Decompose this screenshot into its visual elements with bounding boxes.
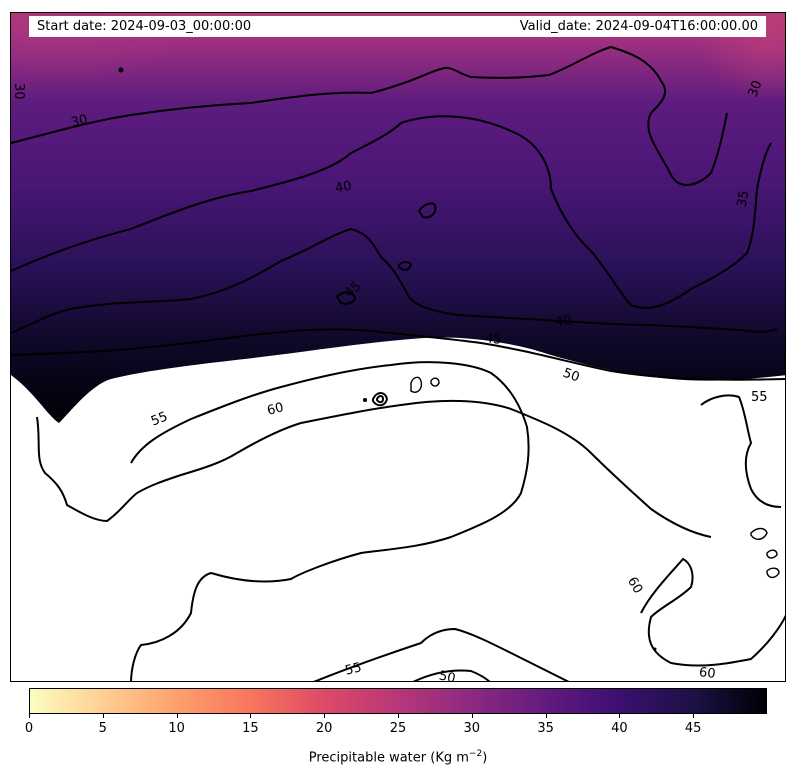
dry-region-highlight-left xyxy=(11,13,411,213)
start-date-label: Start date: 2024-09-03_00:00:00 xyxy=(37,19,252,34)
contour-50-south xyxy=(412,669,491,681)
colorbar-title-end: ) xyxy=(482,750,488,766)
colorbar-tick xyxy=(29,714,30,718)
colorbar-tick xyxy=(176,714,178,718)
contour-55 xyxy=(36,399,712,538)
colorbar-tick xyxy=(693,714,695,718)
contour-label: 30 xyxy=(70,112,90,131)
contour-40-island-1 xyxy=(417,202,437,219)
colorbar-tick-label: 25 xyxy=(389,721,407,736)
contour-label: 55 xyxy=(149,409,170,429)
small-islands xyxy=(410,376,780,579)
colorbar-tick xyxy=(398,714,399,718)
colorbar-tick-label: 30 xyxy=(463,721,481,736)
contour-label: 60 xyxy=(266,400,286,419)
contour-45-loop xyxy=(335,291,357,305)
contour-60 xyxy=(130,361,530,681)
dry-region-highlight-right xyxy=(571,13,785,233)
colorbar-tick xyxy=(250,714,252,718)
contour-label: 30 xyxy=(746,79,766,100)
contour-label: 60 xyxy=(624,575,645,597)
contour-label: 40 xyxy=(334,179,353,197)
colorbar-tick xyxy=(619,714,621,718)
contour-lines xyxy=(11,45,785,681)
colorbar-tick-label: 10 xyxy=(168,721,185,736)
contour-40-island-2 xyxy=(398,261,413,271)
contour-label: 50 xyxy=(561,366,582,386)
contour-label: 55 xyxy=(344,660,364,679)
colorbar-tick xyxy=(102,714,104,718)
contour-label: 60 xyxy=(698,665,716,682)
contour-label: 35 xyxy=(735,189,753,208)
colorbar-title: Precipitable water (Kg m−2) xyxy=(309,749,488,765)
colorbar-tick-label: 15 xyxy=(242,721,259,736)
contour-40 xyxy=(11,227,778,334)
colorbar-tick xyxy=(324,714,326,718)
precipitable-water-map: 30 30 30 35 40 40 45 45 50 55 55 60 60 5… xyxy=(11,13,785,682)
colorbar-tick-label: 0 xyxy=(24,721,34,736)
colorbar-tick xyxy=(471,714,473,718)
contour-label: 40 xyxy=(554,313,572,330)
contour-label: 30 xyxy=(11,83,26,100)
contour-30-east xyxy=(647,112,728,186)
coast-specks xyxy=(118,67,657,651)
contour-label: 55 xyxy=(751,390,768,405)
contour-east-coast xyxy=(700,394,782,508)
colorbar-title-text: Precipitable water (Kg m xyxy=(308,750,469,766)
colorbar-tick-label: 40 xyxy=(611,721,628,736)
colorbar-tick-label: 5 xyxy=(98,721,107,736)
colorbar-title-sup: −2 xyxy=(468,749,483,759)
contour-label: 45 xyxy=(484,331,502,348)
contour-30-west xyxy=(11,45,667,144)
contour-60-south xyxy=(640,557,785,667)
colorbar xyxy=(29,688,767,714)
colorbar-tick-label: 45 xyxy=(684,721,702,736)
contour-45 xyxy=(11,328,785,381)
map-panel: 30 30 30 35 40 40 45 45 50 55 55 60 60 5… xyxy=(10,12,786,682)
contour-60-loop xyxy=(372,392,389,407)
contour-35 xyxy=(11,115,772,309)
colorbar-tick-label: 35 xyxy=(537,721,554,736)
colorbar-tick xyxy=(545,714,547,718)
contour-60-loop-inner xyxy=(376,395,385,404)
date-header: Start date: 2024-09-03_00:00:00 Valid_da… xyxy=(29,16,766,37)
contour-label: 50 xyxy=(438,668,457,682)
valid-date-label: Valid_date: 2024-09-04T16:00:00.00 xyxy=(519,19,758,34)
contour-label-group: 30 30 30 35 40 40 45 45 50 55 55 60 60 5… xyxy=(11,79,768,682)
contour-55-south xyxy=(313,627,570,681)
colorbar-tick-label: 20 xyxy=(315,721,333,736)
